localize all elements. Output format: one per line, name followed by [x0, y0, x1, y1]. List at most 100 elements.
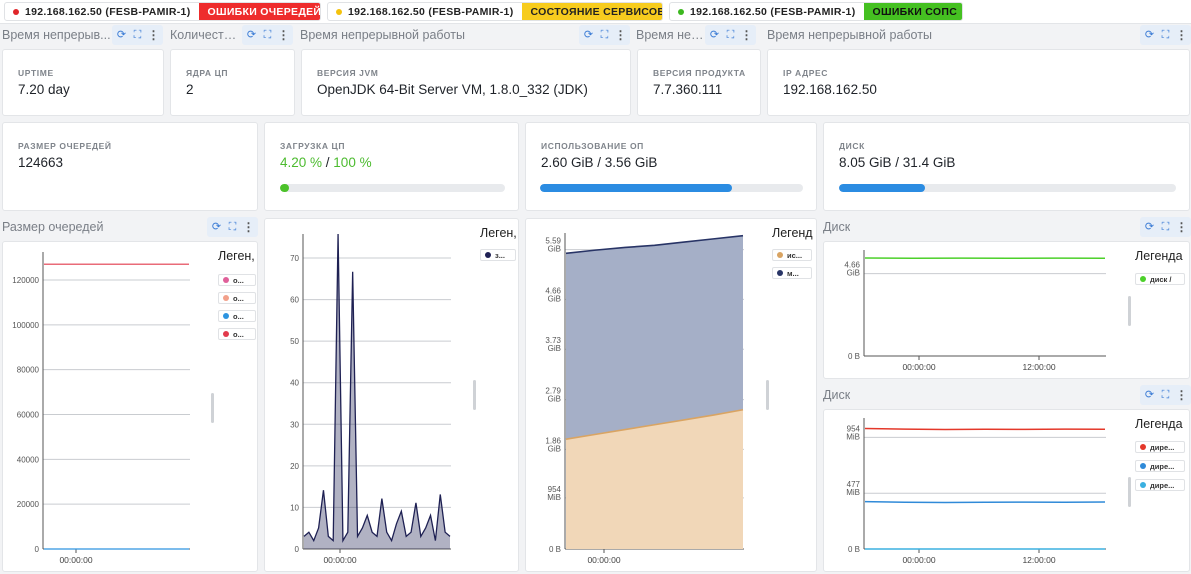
tab-host: 192.168.162.50 (FESB-PAMIR-1): [348, 5, 514, 18]
legend-swatch: [777, 252, 783, 258]
disk-chart: 0 B 4.66 GiB 00:00:00 12:00:00 Легенда диск …: [823, 241, 1190, 379]
refresh-icon[interactable]: ⟳: [246, 28, 257, 41]
legend-item[interactable]: о...: [218, 310, 256, 322]
y-tick-unit: GiB: [548, 344, 561, 353]
tab-state-badge: СОСТОЯНИЕ СЕРВИСОВ: [521, 3, 662, 20]
panel-header-disk-chart: Диск: [821, 217, 1021, 237]
fullscreen-icon[interactable]: ⛶: [1161, 220, 1170, 233]
card-label: UPTIME: [18, 68, 54, 78]
x-tick-label: 12:00:00: [1022, 362, 1055, 372]
y-tick-label: 100000: [12, 321, 39, 330]
legend-scrollbar[interactable]: [766, 380, 769, 410]
legend-item[interactable]: о...: [218, 328, 256, 340]
legend-item[interactable]: з...: [480, 249, 516, 261]
refresh-icon[interactable]: ⟳: [211, 220, 222, 233]
y-tick-label: 3.73: [545, 336, 561, 345]
fullscreen-icon[interactable]: ⛶: [133, 28, 142, 41]
panel-toolbar: ⟳ ⛶ ⋮: [579, 25, 630, 45]
more-menu-icon[interactable]: ⋮: [1175, 388, 1188, 402]
legend-label: о...: [233, 329, 244, 339]
tab-sops-errors[interactable]: 192.168.162.50 (FESB-PAMIR-1) ОШИБКИ СОП…: [669, 2, 963, 21]
more-menu-icon[interactable]: ⋮: [242, 220, 255, 234]
y-tick-label: 40000: [17, 455, 40, 464]
card-label: РАЗМЕР ОЧЕРЕДЕЙ: [18, 141, 112, 151]
tab-service-state[interactable]: 192.168.162.50 (FESB-PAMIR-1) СОСТОЯНИЕ …: [327, 2, 663, 21]
tab-queue-errors[interactable]: 192.168.162.50 (FESB-PAMIR-1) ОШИБКИ ОЧЕ…: [4, 2, 321, 21]
status-dot-green: [678, 8, 684, 15]
more-menu-icon[interactable]: ⋮: [740, 28, 753, 42]
disk-directories-chart: 0 B 477 MiB 954 MiB 00:00:00 12:00:00 Легенда …: [823, 409, 1190, 572]
card-value: 2.60 GiB / 3.56 GiB: [541, 155, 657, 170]
card-label: ИСПОЛЬЗОВАНИЕ ОП: [541, 141, 644, 151]
card-label: ЯДРА ЦП: [186, 68, 229, 78]
refresh-icon[interactable]: ⟳: [583, 28, 594, 41]
legend-item[interactable]: диск /: [1135, 273, 1185, 285]
ram-usage-plot: 0 B954MiB1.86GiB2.79GiB3.73GiB4.66GiB5.5…: [545, 233, 744, 565]
card-value: 7.20 day: [18, 82, 70, 97]
legend-scrollbar[interactable]: [1128, 296, 1131, 326]
fullscreen-icon[interactable]: ⛶: [726, 28, 735, 41]
legend-item[interactable]: м...: [772, 267, 812, 279]
legend-scrollbar[interactable]: [1128, 477, 1131, 507]
y-tick-label: 4.66: [844, 261, 860, 270]
legend-title: Леген,: [480, 226, 517, 240]
refresh-icon[interactable]: ⟳: [1144, 28, 1155, 41]
refresh-icon[interactable]: ⟳: [1144, 388, 1155, 401]
legend-label: о...: [233, 293, 244, 303]
disk-card: ДИСК 8.05 GiB / 31.4 GiB: [823, 122, 1190, 211]
refresh-icon[interactable]: ⟳: [709, 28, 720, 41]
card-label: ВЕРСИЯ ПРОДУКТА: [653, 68, 746, 78]
fullscreen-icon[interactable]: ⛶: [600, 28, 609, 41]
fullscreen-icon[interactable]: ⛶: [1161, 388, 1170, 401]
queue-size-chart: 0 20000 40000 60000 80000 100000 120000 00:00:0…: [2, 241, 258, 572]
ram-usage-chart: 0 B 954 MiB 1.86 GiB 2.79 GiB 3.73 GiB 4.66 GiB 5.5…: [525, 218, 817, 572]
fullscreen-icon[interactable]: ⛶: [1161, 28, 1170, 41]
legend-title: Легенда: [1135, 249, 1183, 263]
fullscreen-icon[interactable]: ⛶: [263, 28, 272, 41]
legend-title: Легенда: [1135, 417, 1183, 431]
legend-scrollbar[interactable]: [211, 393, 214, 423]
product-version-card: ВЕРСИЯ ПРОДУКТА 7.7.360.111: [637, 49, 761, 116]
legend-item[interactable]: о...: [218, 292, 256, 304]
legend-label: дире...: [1150, 442, 1175, 452]
legend-label: дире...: [1150, 461, 1175, 471]
refresh-icon[interactable]: ⟳: [1144, 220, 1155, 233]
card-value: 4.20 % / 100 %: [280, 155, 372, 170]
cpu-load-card: ЗАГРУЗКА ЦП 4.20 % / 100 %: [264, 122, 519, 211]
legend-scrollbar[interactable]: [473, 380, 476, 410]
legend-swatch: [223, 295, 229, 301]
legend-item[interactable]: дире...: [1135, 460, 1185, 472]
legend-item[interactable]: дире...: [1135, 441, 1185, 453]
more-menu-icon[interactable]: ⋮: [1175, 220, 1188, 234]
panel-toolbar: ⟳ ⛶ ⋮: [1140, 217, 1191, 237]
legend-item[interactable]: дире...: [1135, 479, 1185, 491]
legend-item[interactable]: ис...: [772, 249, 812, 261]
area-series-fill: [566, 409, 743, 549]
y-tick-label: 10: [290, 503, 299, 512]
panel-header-version: Время неп...: [634, 25, 704, 45]
x-tick-label: 00:00:00: [587, 555, 620, 565]
refresh-icon[interactable]: ⟳: [116, 28, 127, 41]
more-menu-icon[interactable]: ⋮: [277, 28, 290, 42]
card-value: 124663: [18, 155, 64, 170]
jvm-version-card: ВЕРСИЯ JVM OpenJDK 64-Bit Server VM, 1.8…: [301, 49, 631, 116]
y-tick-label: 954: [847, 424, 861, 433]
y-tick-unit: GiB: [548, 395, 561, 404]
panel-toolbar: ⟳ ⛶ ⋮: [112, 25, 163, 45]
y-tick-unit: GiB: [548, 444, 561, 453]
y-tick-label: 60000: [17, 411, 40, 420]
fullscreen-icon[interactable]: ⛶: [228, 220, 237, 233]
more-menu-icon[interactable]: ⋮: [147, 28, 160, 42]
panel-header-uptime: Время непрерыв...: [0, 25, 112, 45]
ram-current: 2.60 GiB: [541, 155, 594, 170]
more-menu-icon[interactable]: ⋮: [614, 28, 627, 42]
legend-swatch: [1140, 463, 1146, 469]
panel-header-queue-chart: Размер очередей: [0, 217, 200, 237]
panel-title: Количеств...: [170, 28, 240, 42]
legend-swatch: [485, 252, 491, 258]
card-label: ДИСК: [839, 141, 865, 151]
legend-label: м...: [787, 268, 799, 278]
legend-item[interactable]: о...: [218, 274, 256, 286]
more-menu-icon[interactable]: ⋮: [1175, 28, 1188, 42]
ram-progress-bar: [540, 184, 803, 192]
